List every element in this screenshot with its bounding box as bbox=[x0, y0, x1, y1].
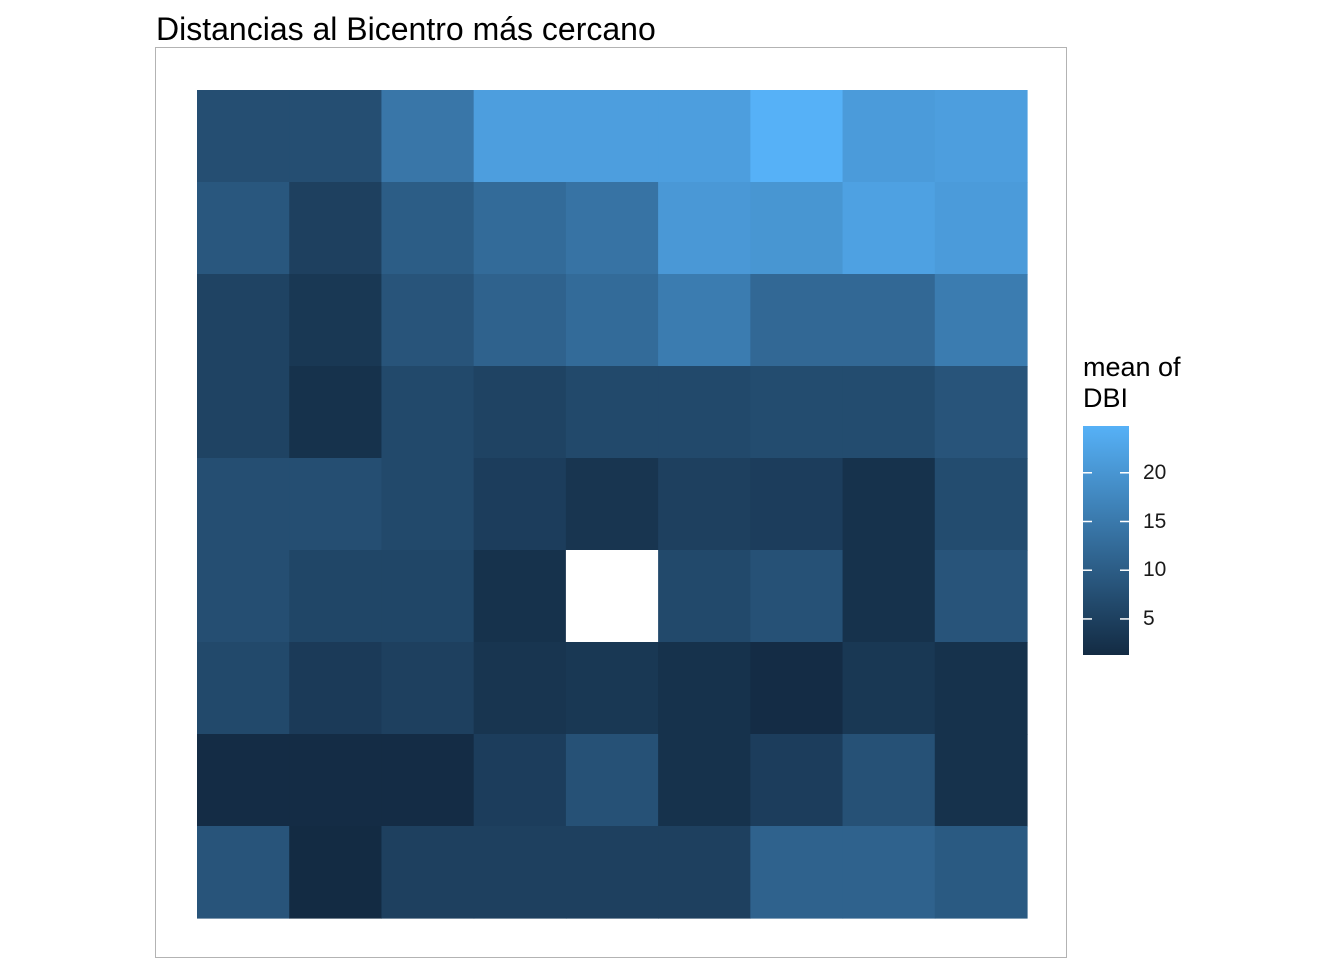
heatmap-cell bbox=[565, 642, 659, 735]
heatmap-cell bbox=[381, 826, 475, 919]
heatmap-cell bbox=[473, 642, 567, 735]
heatmap-cell bbox=[750, 90, 844, 183]
heatmap-cell bbox=[289, 458, 383, 551]
legend-tick-label: 10 bbox=[1143, 558, 1167, 582]
heatmap-cell bbox=[381, 182, 475, 275]
heatmap-cell bbox=[934, 90, 1028, 183]
heatmap-cell bbox=[289, 90, 383, 183]
heatmap-cell bbox=[658, 274, 751, 367]
legend-tick-label: 20 bbox=[1143, 460, 1167, 484]
heatmap-cell bbox=[473, 366, 567, 459]
heatmap-cell bbox=[289, 274, 383, 367]
heatmap-cell bbox=[750, 550, 844, 643]
heatmap-cell bbox=[197, 458, 290, 551]
heatmap-cell bbox=[473, 734, 567, 827]
heatmap-cell bbox=[934, 734, 1028, 827]
heatmap-cell bbox=[473, 274, 567, 367]
legend-tick-label: 15 bbox=[1143, 509, 1167, 533]
heatmap-cell bbox=[473, 458, 567, 551]
heatmap-cell bbox=[289, 734, 383, 827]
heatmap-cell bbox=[197, 182, 290, 275]
heatmap-cell bbox=[842, 734, 936, 827]
heatmap-grid bbox=[197, 90, 1028, 919]
heatmap-cell bbox=[658, 366, 751, 459]
heatmap-cell bbox=[565, 274, 659, 367]
heatmap-cell bbox=[842, 182, 936, 275]
heatmap-cell bbox=[658, 734, 751, 827]
heatmap-cell bbox=[750, 642, 844, 735]
heatmap-cell bbox=[381, 550, 475, 643]
heatmap-cell bbox=[197, 90, 290, 183]
heatmap-cell-missing bbox=[565, 550, 659, 643]
heatmap-cell bbox=[289, 642, 383, 735]
heatmap-cell bbox=[197, 734, 290, 827]
heatmap-cell bbox=[842, 826, 936, 919]
heatmap-cell bbox=[197, 550, 290, 643]
heatmap-cell bbox=[934, 458, 1028, 551]
heatmap-cell bbox=[381, 458, 475, 551]
heatmap-cell bbox=[842, 274, 936, 367]
legend-tick-label: 5 bbox=[1143, 606, 1155, 630]
heatmap-cell bbox=[565, 734, 659, 827]
heatmap-cell bbox=[197, 274, 290, 367]
chart-title: Distancias al Bicentro más cercano bbox=[156, 11, 656, 47]
heatmap-cell bbox=[565, 90, 659, 183]
legend-title-line2: DBI bbox=[1083, 383, 1129, 413]
heatmap-cell bbox=[750, 458, 844, 551]
heatmap-cell bbox=[842, 550, 936, 643]
heatmap-cell bbox=[565, 366, 659, 459]
heatmap-cell bbox=[473, 90, 567, 183]
heatmap-cell bbox=[289, 182, 383, 275]
heatmap-cell bbox=[750, 826, 844, 919]
heatmap-cell bbox=[750, 274, 844, 367]
heatmap-cell bbox=[934, 642, 1028, 735]
heatmap-cell bbox=[934, 182, 1028, 275]
heatmap-cell bbox=[289, 366, 383, 459]
legend-title-line1: mean of bbox=[1083, 352, 1181, 382]
legend-gradient bbox=[1083, 426, 1129, 655]
heatmap-cell bbox=[658, 550, 751, 643]
heatmap-cell bbox=[842, 458, 936, 551]
heatmap-cell bbox=[473, 182, 567, 275]
heatmap-cell bbox=[658, 642, 751, 735]
heatmap-cell bbox=[381, 734, 475, 827]
heatmap-cell bbox=[381, 366, 475, 459]
heatmap-cell bbox=[197, 366, 290, 459]
heatmap-cell bbox=[381, 90, 475, 183]
heatmap-cell bbox=[289, 826, 383, 919]
heatmap-cell bbox=[565, 826, 659, 919]
heatmap-cell bbox=[750, 734, 844, 827]
heatmap-cell bbox=[842, 642, 936, 735]
heatmap-cell bbox=[197, 642, 290, 735]
heatmap-cell bbox=[934, 550, 1028, 643]
legend-title: mean of DBI bbox=[1083, 352, 1181, 414]
heatmap-cell bbox=[381, 274, 475, 367]
heatmap-cell bbox=[658, 90, 751, 183]
legend-colorbar bbox=[1083, 426, 1129, 655]
heatmap-cell bbox=[473, 826, 567, 919]
plot-panel bbox=[155, 47, 1067, 958]
heatmap-cell bbox=[565, 458, 659, 551]
heatmap-cell bbox=[934, 274, 1028, 367]
heatmap-cell bbox=[750, 366, 844, 459]
heatmap-cell bbox=[842, 366, 936, 459]
heatmap-cell bbox=[934, 366, 1028, 459]
heatmap-cell bbox=[289, 550, 383, 643]
heatmap-cell bbox=[473, 550, 567, 643]
heatmap-cell bbox=[750, 182, 844, 275]
heatmap-cell bbox=[658, 182, 751, 275]
heatmap-cell bbox=[658, 826, 751, 919]
heatmap-cell bbox=[658, 458, 751, 551]
heatmap-cell bbox=[197, 826, 290, 919]
heatmap-cell bbox=[381, 642, 475, 735]
heatmap-cell bbox=[934, 826, 1028, 919]
heatmap-cell bbox=[842, 90, 936, 183]
heatmap-cell bbox=[565, 182, 659, 275]
